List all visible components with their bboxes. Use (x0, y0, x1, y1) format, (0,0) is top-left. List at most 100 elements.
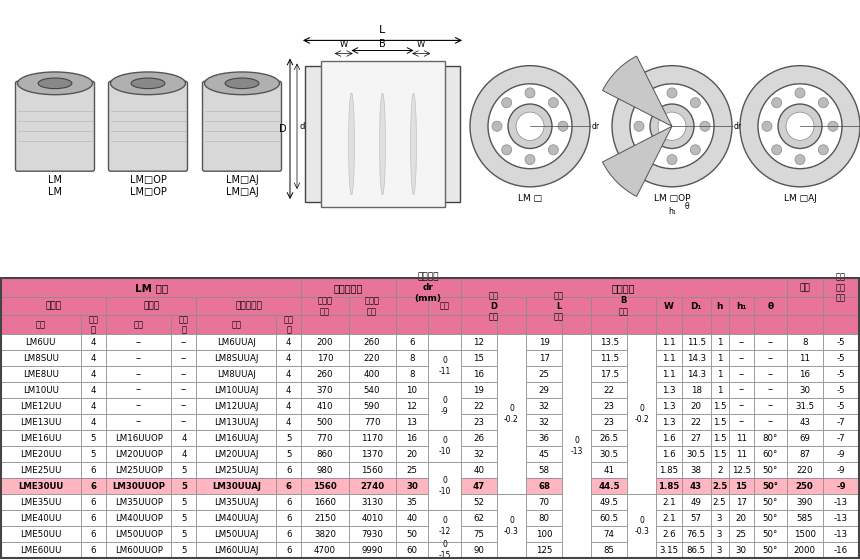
Bar (526, 315, 562, 334)
Text: 8: 8 (409, 354, 415, 363)
Bar (787, 462, 823, 478)
Text: LM20UUAJ: LM20UUAJ (214, 450, 259, 459)
Bar (196, 315, 276, 334)
Text: LM13UUAJ: LM13UUAJ (214, 418, 259, 427)
Text: 型号: 型号 (36, 320, 46, 329)
Text: 49.5: 49.5 (599, 497, 618, 507)
Text: 2740: 2740 (360, 482, 384, 491)
Text: --: -- (181, 370, 187, 379)
Text: 0
-13: 0 -13 (570, 436, 583, 456)
Bar (823, 510, 859, 526)
Bar (428, 297, 461, 315)
Text: 1.5: 1.5 (713, 418, 727, 427)
Bar (1, 430, 859, 446)
Text: LM40UUOP: LM40UUOP (114, 514, 163, 522)
Bar (81, 478, 106, 494)
Text: 长度
L
公差: 长度 L 公差 (554, 291, 563, 321)
Text: 径向
间隙
公差: 径向 间隙 公差 (836, 273, 846, 302)
Bar (396, 315, 428, 334)
Text: 6: 6 (90, 514, 96, 522)
Bar (171, 382, 196, 398)
Text: 6: 6 (286, 530, 292, 539)
Bar (302, 334, 348, 350)
Bar (348, 334, 396, 350)
Bar (106, 446, 171, 462)
Bar (787, 366, 823, 382)
Text: 30: 30 (799, 386, 810, 395)
Bar (81, 414, 106, 430)
Bar (276, 478, 302, 494)
Bar (1, 494, 859, 510)
Text: 13.5: 13.5 (599, 338, 618, 347)
Bar (461, 398, 497, 414)
Text: 12: 12 (407, 402, 417, 410)
Text: 23: 23 (604, 402, 615, 410)
Text: LM□OP: LM□OP (130, 175, 167, 185)
Text: 17: 17 (538, 354, 550, 363)
Text: 16: 16 (407, 433, 417, 442)
Bar (1, 542, 859, 558)
Text: 1: 1 (717, 354, 722, 363)
Bar (710, 478, 728, 494)
Bar (348, 494, 396, 510)
Text: 260: 260 (364, 338, 380, 347)
Text: -16: -16 (834, 545, 848, 554)
Text: 1: 1 (717, 370, 722, 379)
Bar (728, 297, 754, 315)
Bar (754, 350, 787, 366)
Text: 40: 40 (407, 514, 417, 522)
Text: θ: θ (767, 302, 773, 311)
Text: LM35UUOP: LM35UUOP (114, 497, 163, 507)
Text: 0
-12: 0 -12 (439, 516, 451, 536)
Circle shape (549, 145, 558, 155)
Text: LME30UU: LME30UU (18, 482, 64, 491)
Text: -5: -5 (837, 338, 845, 347)
Text: 60: 60 (407, 545, 417, 554)
Circle shape (470, 66, 590, 187)
Text: 52: 52 (473, 497, 484, 507)
Bar (196, 526, 276, 542)
Text: 球列
数: 球列 数 (89, 315, 98, 334)
Text: 间隙可调型: 间隙可调型 (236, 302, 262, 311)
Bar (682, 478, 710, 494)
Text: LM□AJ: LM□AJ (225, 187, 258, 197)
Text: --: -- (181, 418, 187, 427)
Bar (526, 297, 591, 315)
Bar (196, 350, 276, 366)
Circle shape (643, 145, 654, 155)
Text: --: -- (767, 370, 773, 379)
Text: --: -- (181, 354, 187, 363)
Bar (787, 315, 823, 334)
Text: LM12UUAJ: LM12UUAJ (214, 402, 259, 410)
Bar (348, 462, 396, 478)
Text: 58: 58 (538, 465, 550, 474)
Bar (682, 334, 710, 350)
Text: 2.5: 2.5 (713, 497, 727, 507)
Bar (106, 366, 171, 382)
Bar (428, 382, 461, 430)
Text: 31.5: 31.5 (796, 402, 814, 410)
Bar (754, 494, 787, 510)
Text: LM30UUOP: LM30UUOP (112, 482, 165, 491)
Bar (682, 366, 710, 382)
Wedge shape (603, 56, 672, 126)
Text: 基本承载率: 基本承载率 (334, 283, 363, 293)
Text: LM50UUAJ: LM50UUAJ (214, 530, 259, 539)
Text: 6: 6 (286, 482, 292, 491)
Bar (81, 446, 106, 462)
Text: 1: 1 (717, 386, 722, 395)
Text: 80: 80 (538, 514, 550, 522)
Circle shape (819, 145, 828, 155)
Circle shape (758, 84, 842, 169)
Bar (1, 478, 859, 494)
Bar (823, 494, 859, 510)
Circle shape (667, 155, 677, 165)
Text: 4: 4 (286, 338, 292, 347)
Text: LM16UUOP: LM16UUOP (114, 433, 163, 442)
Bar (428, 334, 461, 350)
Bar (787, 297, 823, 315)
Bar (348, 382, 396, 398)
Text: 12.5: 12.5 (732, 465, 751, 474)
Text: LM30UUAJ: LM30UUAJ (212, 482, 261, 491)
Text: 19: 19 (474, 386, 484, 395)
